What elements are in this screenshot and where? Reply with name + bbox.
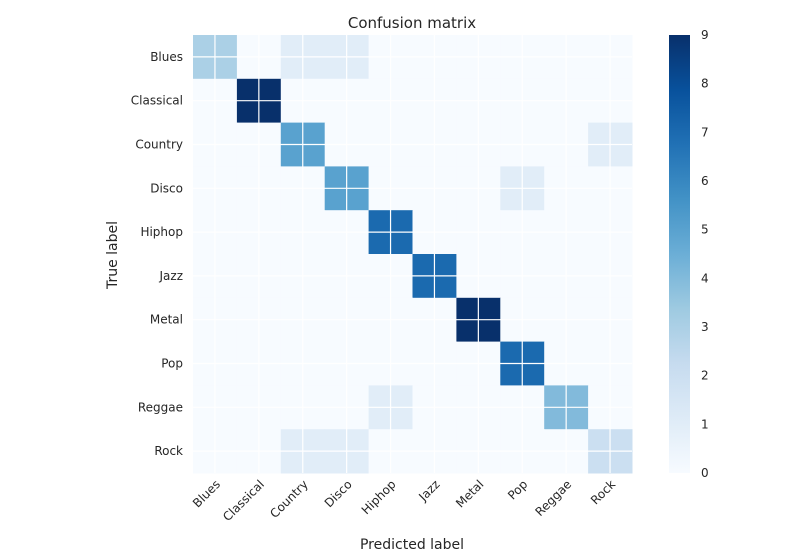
colorbar-tick-label: 3 — [701, 320, 709, 334]
x-tick-label: Classical — [220, 477, 267, 524]
colorbar-tick-labels: 0 1 2 3 4 5 6 7 8 9 — [701, 28, 709, 480]
y-tick-label: Jazz — [159, 269, 184, 283]
y-tick-label: Disco — [150, 181, 183, 195]
colorbar-tick-label: 7 — [701, 125, 709, 139]
colorbar-tick-label: 4 — [701, 271, 709, 285]
y-tick-labels: Blues Classical Country Disco Hiphop Jazz Meta… — [131, 50, 183, 458]
x-tick-label: Country — [267, 477, 311, 521]
x-tick-label: Reggae — [532, 477, 574, 519]
y-tick-label: Rock — [154, 444, 183, 458]
x-tick-label: Blues — [190, 477, 223, 510]
x-axis-label: Predicted label — [360, 537, 464, 550]
colorbar-tick-label: 8 — [701, 77, 709, 91]
x-tick-label: Rock — [588, 477, 618, 507]
grid-lines — [193, 35, 632, 473]
colorbar-tick-label: 9 — [701, 28, 709, 42]
x-tick-label: Pop — [505, 477, 530, 502]
y-axis-label: True label — [105, 221, 121, 290]
y-tick-label: Blues — [150, 50, 183, 64]
y-tick-label: Metal — [150, 313, 183, 327]
chart-title: Confusion matrix — [348, 14, 476, 32]
colorbar-tick-label: 5 — [701, 223, 709, 237]
y-tick-label: Reggae — [138, 400, 183, 414]
y-tick-label: Country — [135, 138, 183, 152]
colorbar-tick-label: 1 — [701, 417, 709, 431]
x-tick-label: Disco — [322, 477, 355, 510]
colorbar: 0 1 2 3 4 5 6 7 8 9 — [669, 28, 709, 480]
x-tick-label: Jazz — [415, 477, 442, 504]
x-tick-label: Hiphop — [359, 477, 399, 517]
y-tick-label: Classical — [131, 94, 183, 108]
colorbar-tick-label: 0 — [701, 466, 709, 480]
x-tick-label: Metal — [453, 477, 486, 510]
colorbar-gradient — [669, 35, 690, 473]
colorbar-tick-label: 2 — [701, 369, 709, 383]
y-tick-label: Pop — [161, 357, 183, 371]
y-tick-label: Hiphop — [140, 225, 183, 239]
colorbar-tick-label: 6 — [701, 174, 709, 188]
